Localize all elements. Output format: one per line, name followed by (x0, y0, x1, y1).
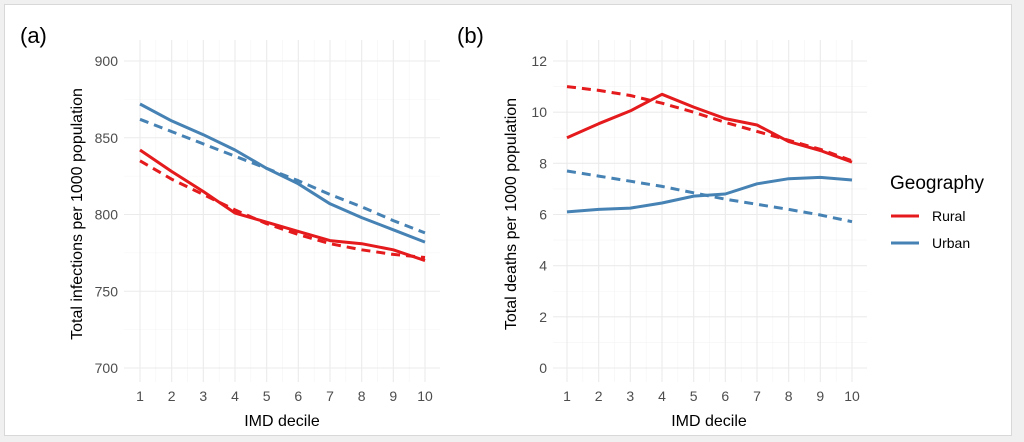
y-tick-label: 900 (95, 53, 119, 69)
panel-b-x-ticks: 1 2 3 4 5 6 7 8 9 10 (563, 388, 860, 404)
x-tick-label: 8 (785, 388, 793, 404)
x-tick-label: 4 (658, 388, 666, 404)
series-line-rural-dashed (139, 159, 426, 259)
x-tick-label: 2 (168, 388, 176, 404)
x-tick-label: 10 (844, 388, 860, 404)
series-line-rural-solid (139, 148, 426, 263)
x-tick-label: 4 (231, 388, 239, 404)
panel-b-y-ticks: 0 2 4 6 8 10 12 (531, 53, 547, 376)
y-tick-label: 750 (95, 283, 119, 299)
panel-a: 700 750 800 850 900 1 2 3 4 5 6 7 8 9 10 (a) IMD deci… (20, 23, 440, 430)
panel-a-y-axis-title: Total infections per 1000 population (69, 88, 86, 340)
y-tick-label: 700 (95, 360, 119, 376)
y-tick-label: 0 (539, 360, 547, 376)
panel-a-label: (a) (20, 23, 47, 48)
y-tick-label: 8 (539, 155, 547, 171)
y-tick-label: 850 (95, 130, 119, 146)
panel-a-grid (124, 40, 440, 382)
y-tick-label: 4 (539, 258, 547, 274)
x-tick-label: 6 (721, 388, 729, 404)
legend-title: Geography (890, 173, 985, 194)
x-tick-label: 6 (294, 388, 302, 404)
x-tick-label: 2 (595, 388, 603, 404)
x-tick-label: 1 (563, 388, 571, 404)
x-tick-label: 7 (326, 388, 334, 404)
panel-b-lines (566, 85, 853, 224)
y-tick-label: 2 (539, 309, 547, 325)
x-tick-label: 5 (263, 388, 271, 404)
panel-b-y-axis-title: Total deaths per 1000 population (503, 98, 520, 330)
series-line-urban-dashed (139, 117, 426, 235)
panel-b-label: (b) (457, 23, 484, 48)
series-line-urban-dashed (566, 169, 853, 224)
x-tick-label: 10 (417, 388, 433, 404)
x-tick-label: 5 (690, 388, 698, 404)
series-line-rural-dashed (566, 85, 853, 163)
series-line-urban-solid (566, 175, 853, 214)
legend-label-rural: Rural (932, 208, 965, 224)
y-tick-label: 12 (531, 53, 547, 69)
y-tick-label: 800 (95, 207, 119, 223)
x-tick-label: 7 (753, 388, 761, 404)
panel-a-lines (139, 102, 426, 263)
y-tick-label: 10 (531, 104, 547, 120)
x-tick-label: 9 (816, 388, 824, 404)
panel-a-x-axis-title: IMD decile (244, 413, 320, 430)
x-tick-label: 3 (626, 388, 634, 404)
panel-b-x-axis-title: IMD decile (671, 413, 747, 430)
x-tick-label: 1 (136, 388, 144, 404)
panel-a-x-ticks: 1 2 3 4 5 6 7 8 9 10 (136, 388, 433, 404)
x-tick-label: 3 (199, 388, 207, 404)
y-tick-label: 6 (539, 207, 547, 223)
legend: Geography Rural Urban (890, 173, 985, 251)
x-tick-label: 9 (389, 388, 397, 404)
x-tick-label: 8 (358, 388, 366, 404)
legend-label-urban: Urban (932, 235, 970, 251)
panel-a-y-ticks: 700 750 800 850 900 (95, 53, 119, 376)
